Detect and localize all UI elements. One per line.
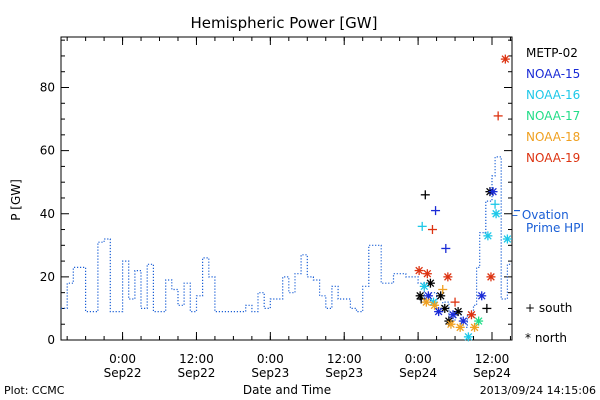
north-observation-marker [423, 291, 433, 301]
plot-credit: Plot: CCMC [4, 384, 65, 397]
x-tick-time-label: 0:00 [109, 352, 136, 366]
north-observation-marker [483, 231, 493, 241]
x-tick-time-label: 12:00 [327, 352, 362, 366]
legend-entry: NOAA-16 [526, 88, 580, 102]
legend-entry: NOAA-17 [526, 109, 580, 123]
north-observation-marker [488, 187, 498, 197]
x-tick-time-label: 12:00 [475, 352, 510, 366]
south-observation-marker [450, 297, 460, 307]
north-observation-marker [443, 272, 453, 282]
legend-entry: NOAA-15 [526, 67, 580, 81]
x-tick-time-label: 0:00 [405, 352, 432, 366]
north-observation-marker [486, 272, 496, 282]
legend: METP-02 NOAA-15 NOAA-16 NOAA-17 NOAA-18 NOAA-… [526, 46, 580, 165]
ovation-label-line1: – Ovation [512, 208, 569, 222]
x-tick-date-label: Sep23 [325, 366, 363, 380]
south-observation-marker [438, 285, 448, 294]
y-tick-label: 0 [47, 333, 55, 347]
x-tick-date-label: Sep22 [178, 366, 216, 380]
north-observation-marker [419, 281, 429, 291]
north-observation-marker [422, 269, 432, 279]
north-observation-marker [436, 291, 446, 301]
south-observation-marker [493, 111, 503, 121]
marker-key: + south * north [525, 301, 572, 345]
north-observation-marker [474, 316, 484, 326]
south-observation-marker [427, 225, 437, 235]
north-observation-marker [470, 322, 480, 332]
south-observation-marker [490, 199, 500, 209]
south-observation-marker [441, 243, 451, 253]
north-observation-marker [446, 319, 456, 329]
north-observation-marker [477, 291, 487, 301]
y-tick-label: 40 [40, 207, 55, 221]
south-observation-marker [420, 190, 430, 200]
y-tick-label: 20 [40, 270, 55, 284]
north-observation-marker [440, 303, 450, 313]
legend-entry: NOAA-18 [526, 130, 580, 144]
north-observation-marker [444, 316, 454, 326]
north-observation-marker [434, 307, 444, 317]
marker-key-entry: * north [525, 331, 567, 345]
north-observation-marker [455, 322, 465, 332]
north-observation-marker [414, 266, 424, 276]
legend-entry: NOAA-19 [526, 151, 580, 165]
x-tick-date-label: Sep23 [251, 366, 289, 380]
y-tick-label: 60 [40, 144, 55, 158]
x-tick-time-label: 0:00 [257, 352, 284, 366]
x-axis-label: Date and Time [243, 383, 331, 397]
y-tick-label: 80 [40, 81, 55, 95]
north-observation-marker [466, 310, 476, 320]
ovation-label-line2: Prime HPI [526, 221, 584, 235]
south-observation-marker [482, 303, 492, 313]
north-observation-marker [491, 209, 501, 219]
plot-frame [60, 36, 513, 341]
north-observation-marker [463, 332, 473, 342]
x-tick-date-label: Sep24 [473, 366, 511, 380]
legend-entry: METP-02 [526, 46, 578, 60]
chart-title: Hemispheric Power [GW] [191, 14, 378, 32]
ovation-series-line [61, 156, 512, 328]
north-observation-marker [453, 307, 463, 317]
south-observation-marker [431, 206, 441, 216]
north-observation-marker [502, 234, 512, 244]
y-axis-label: P [GW] [9, 179, 23, 221]
plot-area: 0204060800:00Sep2212:00Sep220:00Sep2312:… [40, 36, 520, 380]
south-observation-marker [417, 221, 427, 231]
north-observation-marker [415, 291, 425, 301]
north-observation-marker [448, 310, 458, 320]
x-tick-date-label: Sep22 [104, 366, 142, 380]
marker-key-entry: + south [525, 301, 572, 315]
x-tick-time-label: 12:00 [179, 352, 214, 366]
north-observation-marker [421, 297, 431, 307]
north-observation-marker [500, 54, 510, 64]
plot-timestamp: 2013/09/24 14:15:06 [480, 384, 596, 397]
north-observation-marker [430, 300, 440, 310]
x-tick-date-label: Sep24 [399, 366, 437, 380]
